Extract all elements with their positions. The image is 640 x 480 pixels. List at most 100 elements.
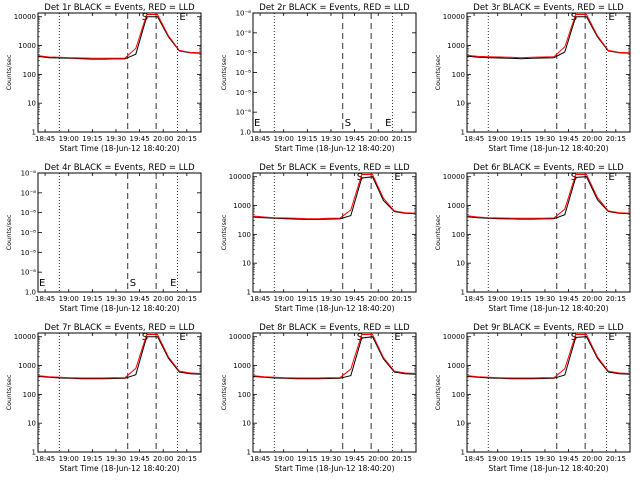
y-axis-label: Counts/sec [220, 374, 228, 410]
y-tick-label: 1 [247, 289, 251, 297]
start-marker: S [357, 172, 363, 183]
panel-title: Det 5r BLACK = Events, RED = LLD [259, 163, 410, 173]
y-tick-label: 10 [242, 420, 251, 428]
x-tick-label: 19:30 [321, 135, 341, 143]
plot-frame [37, 12, 202, 133]
y-tick-label: 1000 [233, 362, 251, 370]
panel-7: Det 7r BLACK = Events, RED = LLD Start Ti… [5, 323, 202, 473]
x-tick-label: 19:45 [344, 455, 364, 463]
x-axis-label: Start Time (18-Jun-12 18:40:20) [60, 464, 180, 473]
x-tick-label: 19:45 [129, 295, 149, 303]
panel-title: Det 7r BLACK = Events, RED = LLD [44, 323, 195, 333]
x-tick-label: 19:30 [106, 295, 126, 303]
x-tick-label: 18:45 [35, 455, 55, 463]
end-marker: E [608, 12, 614, 23]
x-tick-label: 19:15 [511, 135, 531, 143]
x-tick-label: 20:15 [606, 135, 626, 143]
x-tick-label: 18:45 [464, 135, 484, 143]
y-tick-label: 1000 [447, 202, 465, 210]
events-series-line [467, 16, 630, 60]
y-axis-label: Counts/sec [434, 374, 442, 410]
y-tick-label: 10000 [14, 13, 36, 21]
x-tick-label: 20:15 [177, 295, 197, 303]
x-tick-label: 19:00 [488, 455, 508, 463]
events-series-line [467, 336, 630, 380]
y-tick-label: 10 [27, 420, 36, 428]
x-tick-label: 19:00 [274, 295, 294, 303]
x-tick-label: 20:15 [177, 455, 197, 463]
x-tick-label: 18:45 [464, 295, 484, 303]
x-axis-label: Start Time (18-Jun-12 18:40:20) [489, 304, 609, 313]
y-tick-label: 1 [461, 289, 465, 297]
x-tick-label: 18:45 [464, 455, 484, 463]
plot-frame [37, 172, 202, 293]
end-marker-left: E [39, 278, 45, 289]
x-tick-label: 20:15 [392, 295, 412, 303]
y-tick-label: 1000 [447, 362, 465, 370]
y-tick-label: 10⁻⁸ [21, 189, 37, 197]
x-axis-label: Start Time (18-Jun-12 18:40:20) [275, 304, 395, 313]
y-tick-label: 1000 [233, 202, 251, 210]
end-marker: E [608, 332, 614, 343]
y-tick-label: 100 [452, 71, 465, 79]
y-axis-label: Counts/sec [5, 214, 13, 250]
panel-2: Det 2r BLACK = Events, RED = LLD Start Ti… [220, 3, 417, 153]
x-tick-label: 18:45 [250, 135, 270, 143]
y-tick-label: 1.0 [240, 129, 251, 137]
x-tick-label: 20:15 [606, 295, 626, 303]
plot-frame [466, 332, 631, 453]
panel-3: Det 3r BLACK = Events, RED = LLD Start Ti… [434, 3, 631, 153]
y-tick-label: 10⁻⁸ [21, 229, 37, 237]
x-tick-label: 19:30 [321, 455, 341, 463]
start-marker: S [142, 12, 148, 23]
x-tick-label: 20:00 [153, 295, 173, 303]
end-marker: E [179, 332, 185, 343]
y-axis-label: Counts/sec [220, 214, 228, 250]
x-tick-label: 20:15 [392, 455, 412, 463]
y-tick-label: 10000 [229, 173, 251, 181]
x-tick-label: 19:45 [344, 135, 364, 143]
y-tick-label: 100 [452, 391, 465, 399]
panel-title: Det 3r BLACK = Events, RED = LLD [473, 3, 624, 13]
y-tick-label: 10⁻⁶ [21, 269, 37, 277]
x-tick-label: 19:15 [82, 135, 102, 143]
x-tick-label: 20:15 [392, 135, 412, 143]
x-tick-label: 19:30 [106, 135, 126, 143]
panel-title: Det 9r BLACK = Events, RED = LLD [473, 323, 624, 333]
x-tick-label: 20:00 [368, 295, 388, 303]
y-tick-label: 1000 [18, 42, 36, 50]
x-tick-label: 19:45 [129, 135, 149, 143]
y-tick-label: 10⁻⁸ [21, 170, 37, 178]
y-axis-label: Counts/sec [434, 214, 442, 250]
x-tick-label: 19:00 [488, 295, 508, 303]
y-tick-label: 10⁻⁶ [236, 109, 252, 117]
lld-series-line [38, 334, 201, 379]
y-axis-label: Counts/sec [434, 54, 442, 90]
panel-9: Det 9r BLACK = Events, RED = LLD Start Ti… [434, 323, 631, 473]
y-tick-label: 10000 [229, 333, 251, 341]
y-tick-label: 100 [238, 231, 251, 239]
lld-series-line [467, 334, 630, 379]
x-tick-label: 19:45 [558, 135, 578, 143]
y-axis-label: Counts/sec [5, 374, 13, 410]
y-tick-label: 10⁻⁸ [21, 209, 37, 217]
start-marker: S [571, 332, 577, 343]
x-tick-label: 19:15 [82, 455, 102, 463]
y-tick-label: 10⁻⁸ [236, 10, 252, 18]
panel-5: Det 5r BLACK = Events, RED = LLD Start Ti… [220, 163, 417, 313]
x-tick-label: 19:15 [82, 295, 102, 303]
start-marker: S [571, 12, 577, 23]
x-tick-label: 18:45 [35, 295, 55, 303]
x-tick-label: 19:30 [535, 135, 555, 143]
x-tick-label: 19:00 [59, 455, 79, 463]
end-marker: E [179, 12, 185, 23]
end-marker-left: E [254, 118, 260, 129]
x-tick-label: 20:15 [177, 135, 197, 143]
x-tick-label: 19:00 [488, 135, 508, 143]
x-tick-label: 20:00 [582, 295, 602, 303]
x-tick-label: 19:45 [558, 455, 578, 463]
plot-frame [466, 12, 631, 133]
x-tick-label: 20:00 [582, 455, 602, 463]
x-tick-label: 19:30 [535, 295, 555, 303]
